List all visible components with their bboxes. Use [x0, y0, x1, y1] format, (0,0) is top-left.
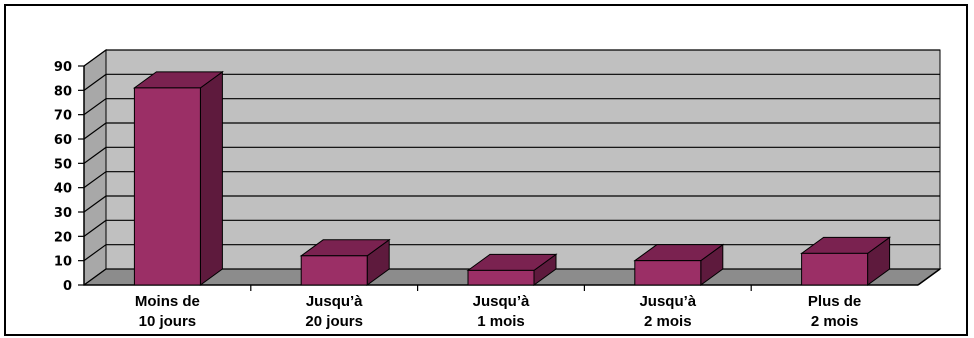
x-tick-label: Moins de [135, 293, 200, 310]
gridline [83, 146, 940, 164]
bar [300, 255, 368, 286]
x-tick-label: 2 mois [811, 313, 859, 330]
x-tick-label: Jusqu’à [639, 293, 696, 310]
y-tick-label: 40 [54, 182, 72, 197]
bar-group [800, 236, 892, 286]
x-tick-label: Jusqu’à [306, 293, 363, 310]
bar-group [633, 243, 725, 286]
y-tick-label: 60 [54, 133, 72, 148]
bar-group [132, 70, 224, 286]
gridline [83, 73, 940, 91]
y-tick-label: 30 [54, 206, 72, 221]
x-axis-depth-line [917, 268, 941, 286]
gridline [83, 98, 940, 116]
back-wall [105, 49, 941, 270]
x-tick-label: 20 jours [305, 313, 363, 330]
bar [634, 260, 702, 286]
bar-group [299, 238, 391, 286]
x-tick-label: 2 mois [644, 313, 692, 330]
gridline [83, 171, 940, 189]
gridline [83, 122, 940, 140]
y-tick-label: 70 [54, 109, 72, 124]
x-tick-label: Jusqu’à [473, 293, 530, 310]
gridline [83, 219, 940, 237]
gridline [83, 195, 940, 213]
bar [467, 269, 535, 286]
x-tick-label: 10 jours [139, 313, 197, 330]
side-wall [83, 49, 107, 286]
y-tick-label: 80 [54, 84, 72, 99]
y-tick-label: 90 [54, 60, 72, 75]
y-tick-label: 10 [54, 255, 72, 270]
y-tick-label: 20 [54, 230, 72, 245]
gridline [83, 49, 940, 67]
bar-group [466, 253, 558, 286]
bar-side [199, 70, 223, 286]
bar [133, 87, 201, 286]
bar [801, 252, 869, 286]
x-tick-label: 1 mois [477, 313, 525, 330]
y-tick-label: 50 [54, 157, 72, 172]
x-tick-label: Plus de [808, 293, 861, 310]
y-tick-label: 0 [63, 279, 72, 294]
